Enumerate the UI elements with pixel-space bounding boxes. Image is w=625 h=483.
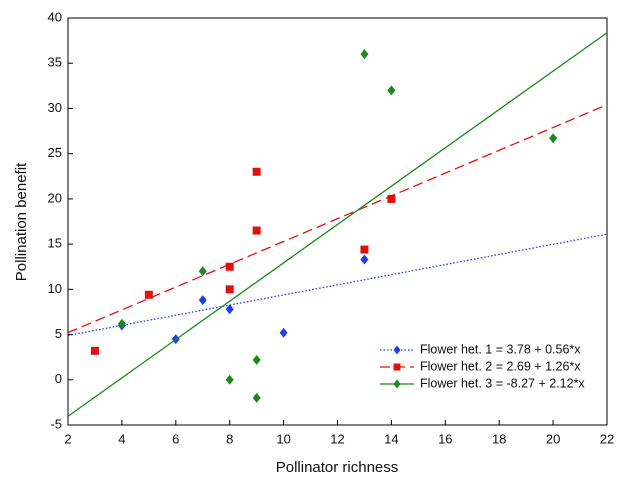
point xyxy=(225,304,234,315)
legend-label: Flower het. 2 = 2.69 + 1.26*x xyxy=(420,359,581,373)
x-tick-label: 2 xyxy=(64,431,71,446)
fit-line xyxy=(67,104,608,334)
point xyxy=(360,245,369,254)
x-tick-label: 6 xyxy=(172,431,179,446)
legend-label: Flower het. 1 = 3.78 + 0.56*x xyxy=(420,342,581,356)
point xyxy=(279,327,288,338)
x-axis-title: Pollinator richness xyxy=(276,459,399,476)
point xyxy=(360,49,369,60)
legend-marker xyxy=(393,379,401,389)
point xyxy=(144,290,153,299)
y-tick-label: 0 xyxy=(55,371,62,386)
point xyxy=(225,285,234,294)
point xyxy=(387,194,396,203)
y-tick-label: 20 xyxy=(48,190,62,205)
y-axis-title: Pollination benefit xyxy=(13,162,30,281)
legend-label: Flower het. 3 = -8.27 + 2.12*x xyxy=(420,376,585,390)
y-tick-label: 10 xyxy=(48,281,62,296)
x-tick-label: 18 xyxy=(492,431,506,446)
point xyxy=(549,133,558,144)
y-tick-label: 25 xyxy=(48,145,62,160)
fit-line xyxy=(67,32,608,417)
point xyxy=(387,85,396,96)
x-tick-label: 8 xyxy=(226,431,233,446)
y-tick-label: -5 xyxy=(50,416,62,431)
legend-marker xyxy=(393,345,401,355)
point xyxy=(90,346,99,355)
x-tick-label: 14 xyxy=(384,431,398,446)
fit-line xyxy=(67,233,608,337)
point xyxy=(252,226,261,235)
point xyxy=(225,374,234,385)
legend-marker xyxy=(393,363,401,371)
y-tick-label: 30 xyxy=(48,100,62,115)
point xyxy=(225,262,234,271)
point xyxy=(252,354,261,365)
point xyxy=(198,295,207,306)
x-tick-label: 12 xyxy=(330,431,344,446)
x-tick-label: 20 xyxy=(546,431,560,446)
x-tick-label: 10 xyxy=(276,431,290,446)
y-tick-label: 15 xyxy=(48,236,62,251)
point xyxy=(198,266,207,277)
point xyxy=(360,254,369,265)
y-tick-label: 5 xyxy=(55,326,62,341)
x-tick-label: 22 xyxy=(600,431,614,446)
y-tick-label: 35 xyxy=(48,55,62,70)
x-tick-label: 4 xyxy=(118,431,125,446)
point xyxy=(252,392,261,403)
x-tick-label: 16 xyxy=(438,431,452,446)
point xyxy=(117,318,126,329)
y-tick-label: 40 xyxy=(48,9,62,24)
point xyxy=(252,167,261,176)
